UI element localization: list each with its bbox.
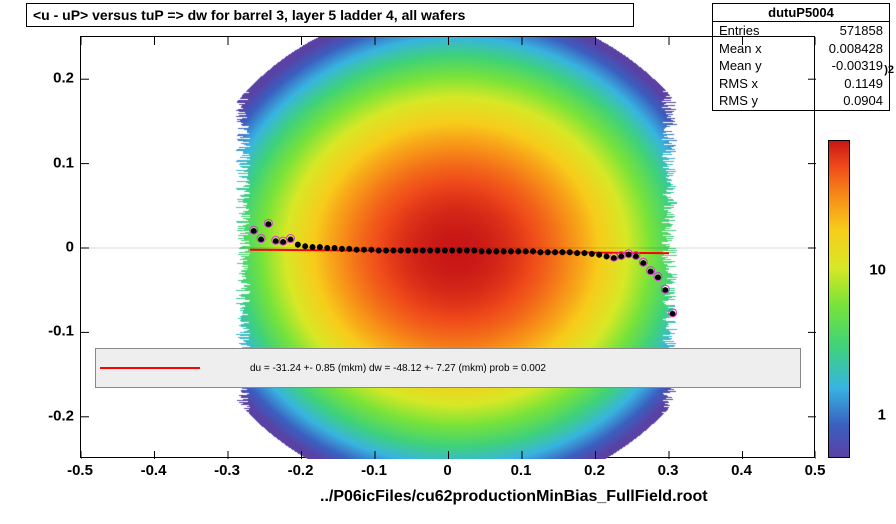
colorbar — [828, 140, 850, 458]
stats-name: dutuP5004 — [713, 4, 889, 22]
fit-line-swatch — [100, 367, 200, 369]
y-tick-label: -0.2 — [24, 407, 74, 424]
stats-value: 0.008428 — [829, 40, 883, 58]
y-tick-label: 0.1 — [24, 154, 74, 171]
x-tick-label: 0.1 — [511, 462, 532, 479]
plot-title: <u - uP> versus tuP => dw for barrel 3, … — [26, 3, 634, 27]
stats-value: 571858 — [840, 22, 883, 40]
plot-frame: du = -31.24 +- 0.85 (mkm) dw = -48.12 +-… — [80, 36, 815, 458]
heatmap-canvas — [81, 37, 816, 459]
y-tick-label: 0 — [24, 239, 74, 256]
colorbar-tick-label: 1 — [878, 406, 886, 423]
x-tick-label: 0.2 — [584, 462, 605, 479]
x-tick-label: -0.4 — [141, 462, 167, 479]
x-tick-label: 0.3 — [658, 462, 679, 479]
stats-value: 0.0904 — [843, 92, 883, 110]
plot-title-text: <u - uP> versus tuP => dw for barrel 3, … — [33, 7, 465, 23]
fit-legend-text: du = -31.24 +- 0.85 (mkm) dw = -48.12 +-… — [250, 363, 546, 374]
stats-value: -0.00319 — [832, 57, 883, 75]
power2-label: )2 — [884, 64, 894, 76]
x-tick-label: 0.5 — [805, 462, 826, 479]
y-tick-label: 0.2 — [24, 70, 74, 87]
x-tick-label: -0.1 — [361, 462, 387, 479]
x-tick-label: -0.5 — [67, 462, 93, 479]
colorbar-tick-label: 10 — [869, 262, 886, 279]
x-tick-label: -0.3 — [214, 462, 240, 479]
fit-legend-box: du = -31.24 +- 0.85 (mkm) dw = -48.12 +-… — [95, 348, 801, 388]
file-path-label: ../P06icFiles/cu62productionMinBias_Full… — [320, 488, 708, 506]
x-tick-label: 0.4 — [731, 462, 752, 479]
stats-value: 0.1149 — [844, 75, 883, 93]
x-tick-label: 0 — [443, 462, 451, 479]
y-tick-label: -0.1 — [24, 323, 74, 340]
x-tick-label: -0.2 — [288, 462, 314, 479]
